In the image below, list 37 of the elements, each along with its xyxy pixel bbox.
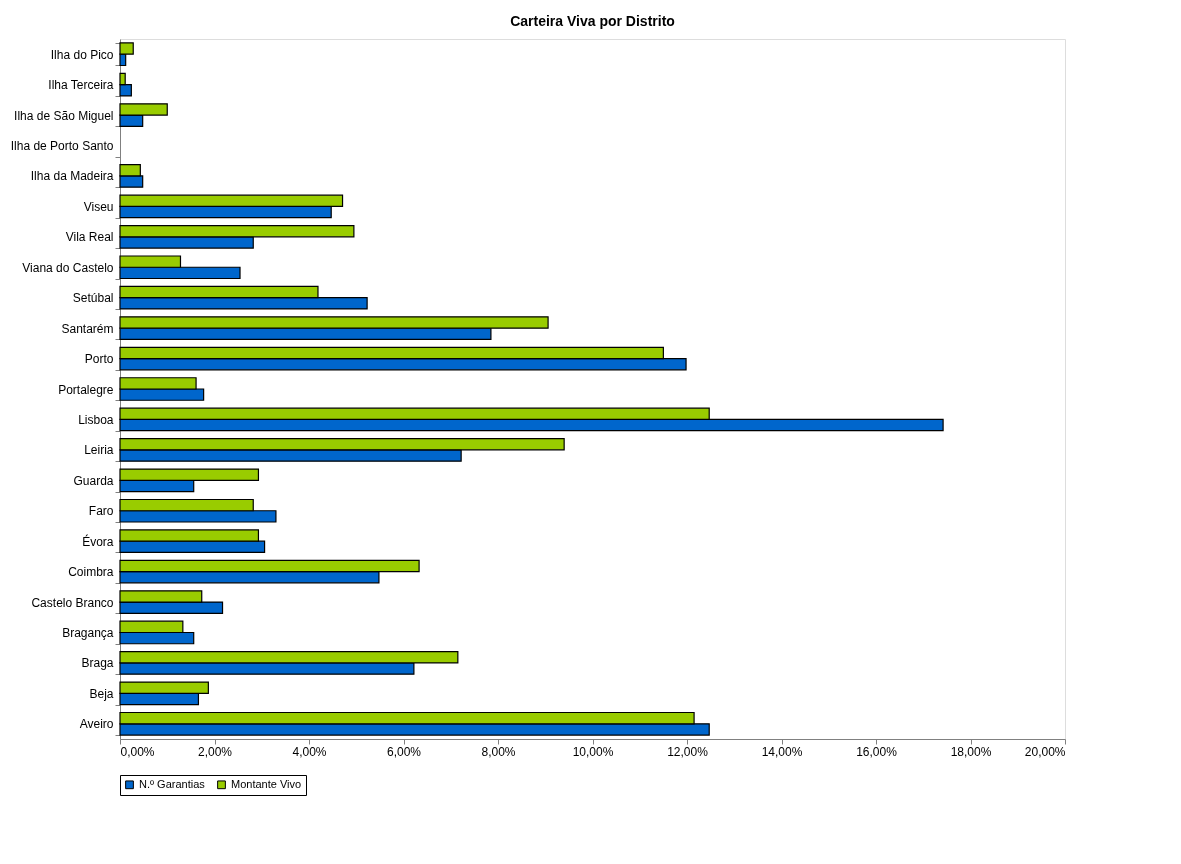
x-tick-label: 0,00% bbox=[120, 744, 155, 759]
y-tick-label: Castelo Branco bbox=[31, 595, 114, 610]
x-tick-label: 18,00% bbox=[950, 744, 992, 759]
x-tick-label: 4,00% bbox=[292, 744, 327, 759]
x-tick-label: 8,00% bbox=[481, 744, 516, 759]
y-tick-label: Lisboa bbox=[78, 412, 114, 427]
y-tick-label: Faro bbox=[88, 504, 114, 519]
y-tick-label: Braga bbox=[81, 656, 114, 671]
y-tick-label: Guarda bbox=[73, 473, 114, 488]
y-tick-label: Setúbal bbox=[72, 291, 114, 306]
y-tick-label: Vila Real bbox=[65, 230, 114, 245]
y-tick-label: Viana do Castelo bbox=[22, 260, 114, 275]
y-tick-label: Ilha Terceira bbox=[48, 78, 114, 93]
legend-label: Montante Vivo bbox=[231, 777, 302, 790]
y-tick-label: Santarém bbox=[61, 321, 114, 336]
x-tick-label: 20,00% bbox=[1024, 744, 1066, 759]
y-tick-label: Aveiro bbox=[79, 717, 114, 732]
y-tick-label: Ilha de São Miguel bbox=[14, 108, 114, 123]
y-tick-label: Bragança bbox=[62, 625, 114, 640]
x-tick-label: 16,00% bbox=[856, 744, 898, 759]
y-tick-label: Leiria bbox=[84, 443, 114, 458]
chart-title: Carteira Viva por Distrito bbox=[510, 13, 675, 29]
x-tick-label: 14,00% bbox=[761, 744, 803, 759]
y-tick-label: Coimbra bbox=[68, 565, 114, 580]
y-tick-label: Ilha de Porto Santo bbox=[10, 139, 114, 154]
y-tick-label: Ilha do Pico bbox=[50, 47, 114, 62]
y-tick-label: Viseu bbox=[83, 199, 114, 214]
y-tick-label: Évora bbox=[82, 533, 114, 549]
x-tick-label: 2,00% bbox=[197, 744, 233, 759]
x-tick-label: 6,00% bbox=[386, 744, 422, 759]
x-tick-label: 10,00% bbox=[572, 744, 614, 759]
x-tick-label: 12,00% bbox=[667, 744, 709, 759]
y-tick-label: Portalegre bbox=[58, 382, 114, 397]
y-tick-label: Beja bbox=[89, 686, 114, 701]
legend-label: N.º Garantias bbox=[139, 777, 206, 790]
y-tick-label: Ilha da Madeira bbox=[30, 169, 114, 184]
y-tick-label: Porto bbox=[84, 352, 114, 367]
